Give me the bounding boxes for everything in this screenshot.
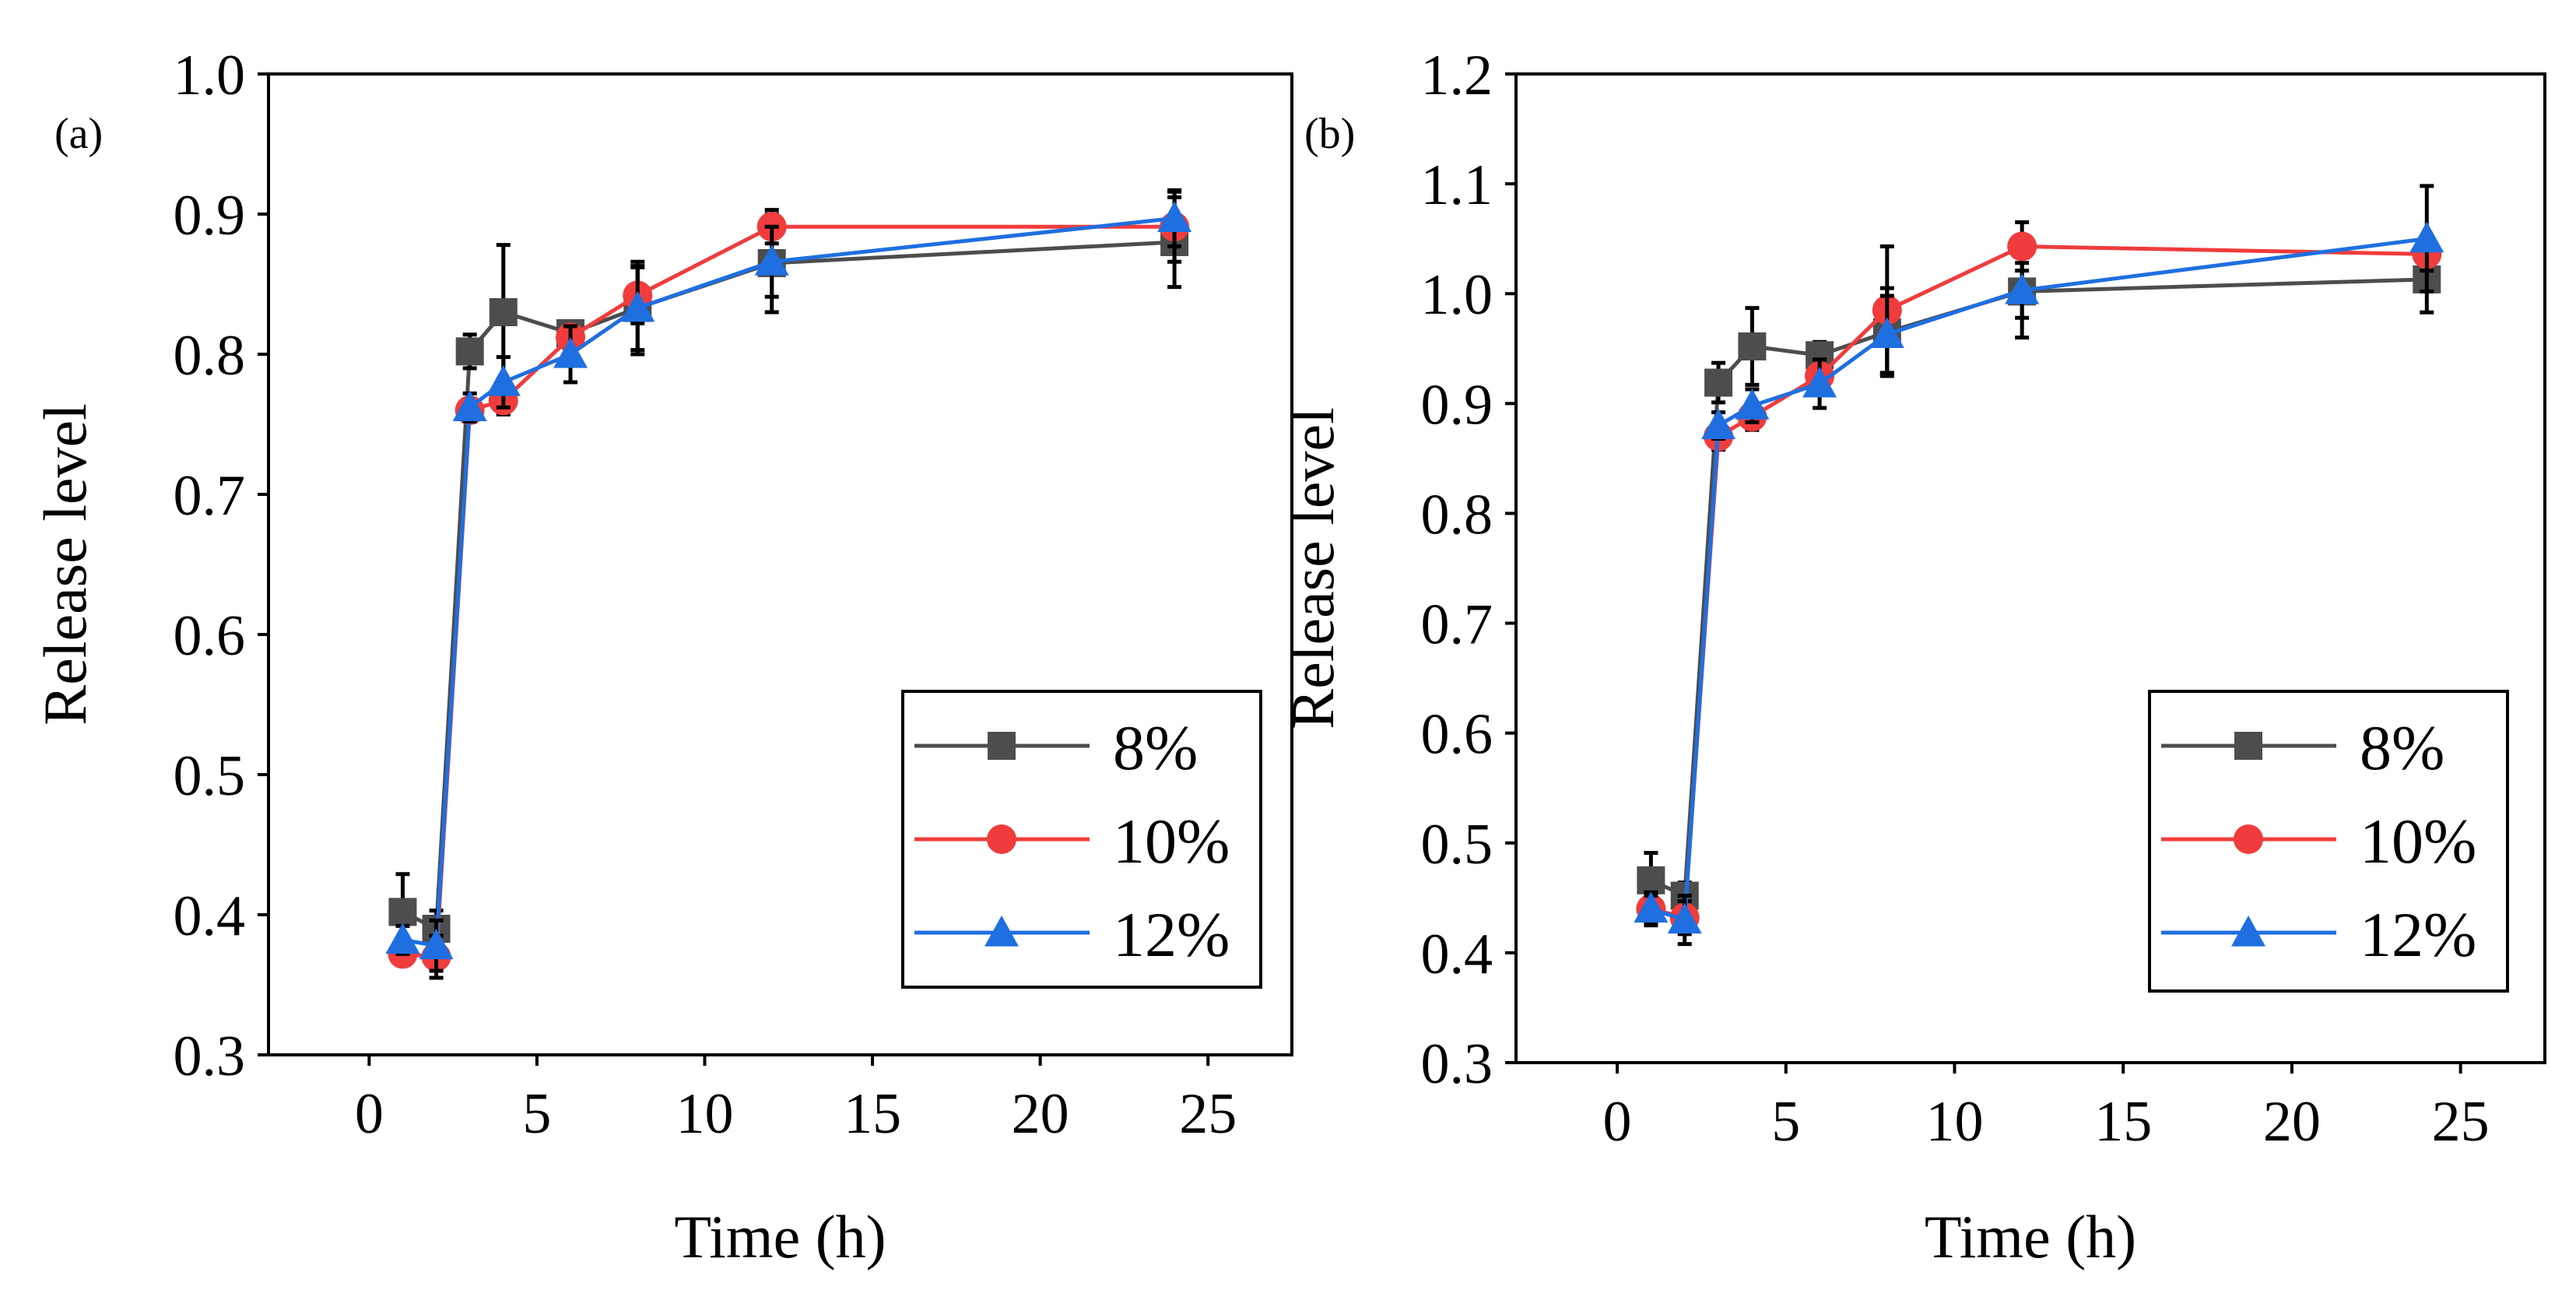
x-tick-label: 0 bbox=[355, 1082, 384, 1146]
legend: 8% 10% 12% bbox=[901, 690, 1262, 989]
data-point bbox=[388, 898, 417, 926]
y-tick-label: 0.5 bbox=[174, 744, 246, 808]
x-tick-label: 0 bbox=[1603, 1090, 1632, 1154]
data-point bbox=[455, 337, 484, 366]
legend-label: 8% bbox=[2360, 712, 2444, 783]
x-tick-label: 5 bbox=[1771, 1090, 1800, 1154]
series-12% bbox=[385, 188, 1192, 973]
y-tick-label: 0.4 bbox=[174, 884, 246, 948]
x-tick-label: 25 bbox=[1179, 1082, 1237, 1146]
data-point bbox=[486, 365, 521, 396]
legend-label: 10% bbox=[2360, 806, 2476, 877]
chart-panel-a: 0 5 10 15 20 25 0.3 0.4 0.5 0.6 0.7 0.8 0.9 1.0 Time (… bbox=[31, 44, 1293, 1271]
y-tick-label: 1.0 bbox=[174, 44, 246, 107]
data-point bbox=[2005, 272, 2040, 304]
x-tick-label: 5 bbox=[522, 1082, 551, 1146]
data-point bbox=[2007, 231, 2037, 262]
data-point bbox=[1157, 201, 1192, 232]
y-axis-title: Release level bbox=[31, 403, 99, 726]
data-point bbox=[754, 244, 789, 276]
series-12% bbox=[1634, 184, 2444, 947]
x-tick-label: 10 bbox=[1925, 1090, 1983, 1154]
series-line bbox=[402, 216, 1175, 948]
data-point bbox=[553, 337, 588, 368]
chart-panel-b: 0 5 10 15 20 25 0.3 0.4 0.5 0.6 0.7 0.8 0.9 1.0 1.1 1.2… bbox=[1279, 44, 2546, 1271]
y-tick-label: 0.4 bbox=[1421, 923, 1493, 986]
y-tick-label: 0.3 bbox=[1421, 1032, 1493, 1096]
y-tick-label: 1.1 bbox=[1421, 153, 1493, 217]
y-axis-title: Release level bbox=[1279, 407, 1346, 729]
legend-marker bbox=[2231, 916, 2265, 947]
legend-marker bbox=[2234, 824, 2263, 854]
data-point bbox=[1802, 366, 1837, 398]
data-point bbox=[2409, 221, 2444, 253]
y-tick-label: 0.8 bbox=[174, 324, 246, 388]
legend-marker bbox=[2234, 732, 2262, 760]
legend-label: 12% bbox=[1113, 899, 1230, 970]
y-tick-label: 0.6 bbox=[1421, 703, 1493, 767]
panel-label: (a) bbox=[54, 110, 103, 158]
data-point bbox=[1634, 891, 1669, 923]
data-point bbox=[385, 923, 420, 954]
legend-marker bbox=[988, 732, 1016, 760]
x-tick-label: 15 bbox=[844, 1082, 901, 1146]
data-point bbox=[1701, 408, 1736, 440]
y-tick-label: 1.0 bbox=[1421, 263, 1493, 327]
x-tick-label: 10 bbox=[676, 1082, 733, 1146]
y-tick-label: 0.3 bbox=[174, 1025, 246, 1088]
legend-label: 10% bbox=[1113, 806, 1230, 877]
legend: 8% 10% 12% bbox=[2148, 690, 2509, 993]
plot-frame bbox=[1514, 72, 2546, 1064]
data-point bbox=[419, 928, 454, 960]
legend-label: 12% bbox=[2360, 899, 2476, 970]
y-tick-label: 0.5 bbox=[1421, 813, 1493, 877]
data-point bbox=[1667, 902, 1702, 934]
x-axis-title: Time (h) bbox=[1925, 1203, 2136, 1271]
data-point bbox=[1869, 317, 1904, 349]
legend-marker bbox=[987, 824, 1016, 854]
plot-frame bbox=[267, 72, 1293, 1056]
data-point bbox=[1704, 368, 1733, 397]
y-tick-label: 0.9 bbox=[1421, 373, 1493, 437]
y-tick-label: 0.8 bbox=[1421, 483, 1493, 547]
y-tick-label: 1.2 bbox=[1421, 44, 1493, 107]
legend-label: 8% bbox=[1113, 712, 1198, 783]
data-point bbox=[489, 298, 518, 326]
x-tick-label: 20 bbox=[2263, 1090, 2321, 1154]
data-point bbox=[452, 390, 487, 421]
series-line bbox=[1650, 237, 2427, 923]
x-tick-label: 15 bbox=[2094, 1090, 2152, 1154]
x-tick-label: 20 bbox=[1012, 1082, 1069, 1146]
x-axis-title: Time (h) bbox=[674, 1203, 886, 1271]
data-point bbox=[1735, 388, 1770, 420]
x-tick-label: 25 bbox=[2432, 1090, 2490, 1154]
legend-marker bbox=[984, 916, 1019, 947]
y-tick-label: 0.9 bbox=[174, 184, 246, 248]
y-tick-label: 0.6 bbox=[174, 604, 246, 668]
y-tick-label: 0.7 bbox=[1421, 593, 1493, 657]
data-point bbox=[620, 290, 655, 322]
y-tick-label: 0.7 bbox=[174, 464, 246, 528]
data-point bbox=[1738, 332, 1767, 360]
panel-label: (b) bbox=[1304, 110, 1355, 158]
data-point bbox=[1637, 866, 1665, 895]
